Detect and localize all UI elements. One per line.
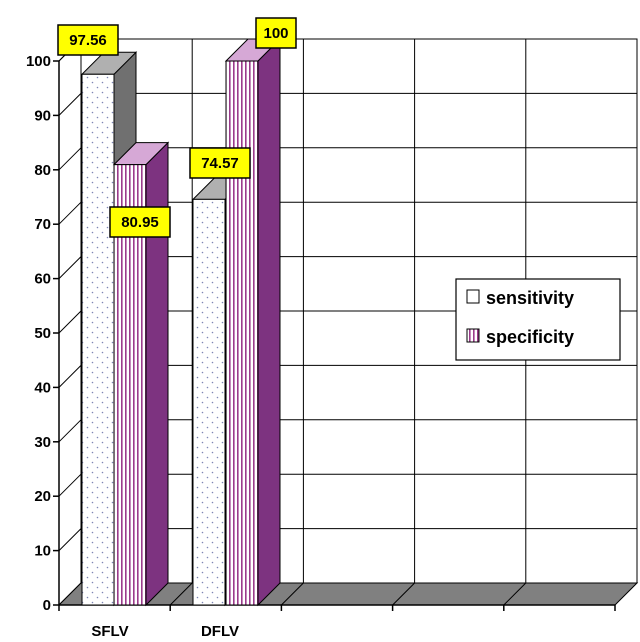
y-tick-label: 30: [34, 434, 51, 451]
data-label: 97.56: [57, 24, 119, 56]
data-label-text: 100: [263, 25, 288, 42]
data-label-text: 74.57: [201, 155, 239, 172]
legend-box: [455, 278, 621, 361]
gridline-side: [58, 473, 82, 497]
data-label-box: [57, 24, 119, 56]
gridline-side: [58, 201, 82, 225]
y-tick-label: 50: [34, 325, 51, 342]
floor-divider: [503, 582, 527, 606]
data-label-box: [189, 147, 251, 179]
bar-front: [225, 60, 259, 606]
chart-legend: sensitivity specificity: [455, 278, 621, 361]
y-tick-label: 70: [34, 216, 51, 233]
data-label-box: [109, 206, 171, 238]
legend-swatch-specificity: [466, 328, 480, 343]
gridline-side: [58, 419, 82, 443]
y-tick-label: 20: [34, 488, 51, 505]
y-tick-label: 90: [34, 107, 51, 124]
bar-specificity: [224, 37, 282, 607]
y-tick-label: 0: [43, 597, 51, 614]
y-tick-label: 80: [34, 162, 51, 179]
gridline-side: [58, 93, 82, 116]
gridline-side: [58, 365, 82, 388]
gridline-side: [58, 528, 82, 551]
legend-label-specificity: specificity: [486, 327, 574, 347]
bar-side: [257, 37, 281, 607]
data-label-text: 80.95: [121, 214, 159, 231]
bar-front: [81, 73, 115, 606]
bar-front: [192, 198, 226, 606]
chart-data-labels: 97.56 74.57 80.95 100: [57, 17, 297, 238]
data-label-text: 97.56: [69, 32, 107, 49]
floor-divider: [281, 582, 304, 606]
x-tick-label: DFLV: [201, 623, 239, 640]
data-label: 100: [255, 17, 297, 49]
y-tick-label: 40: [34, 379, 51, 396]
gridline-side: [58, 310, 82, 334]
y-tick-label: 10: [34, 543, 51, 560]
y-tick-label: 100: [26, 53, 51, 70]
x-tick-label: SFLV: [91, 623, 128, 640]
floor-divider: [392, 582, 415, 606]
data-label-box: [255, 17, 297, 49]
chart-axes: 0 10 20 30 40 50 60 70 80 90 100 SFLV DFLV: [26, 53, 616, 640]
legend-swatch-sensitivity: [466, 289, 480, 304]
floor-divider: [169, 582, 193, 606]
data-label: 74.57: [189, 147, 251, 179]
bar-front: [113, 164, 147, 606]
y-tick-label: 60: [34, 271, 51, 288]
gridline-side: [58, 147, 82, 171]
bar-specificity: [112, 141, 170, 607]
legend-label-sensitivity: sensitivity: [486, 288, 574, 308]
data-label: 80.95: [109, 206, 171, 238]
gridline-side: [58, 256, 82, 279]
